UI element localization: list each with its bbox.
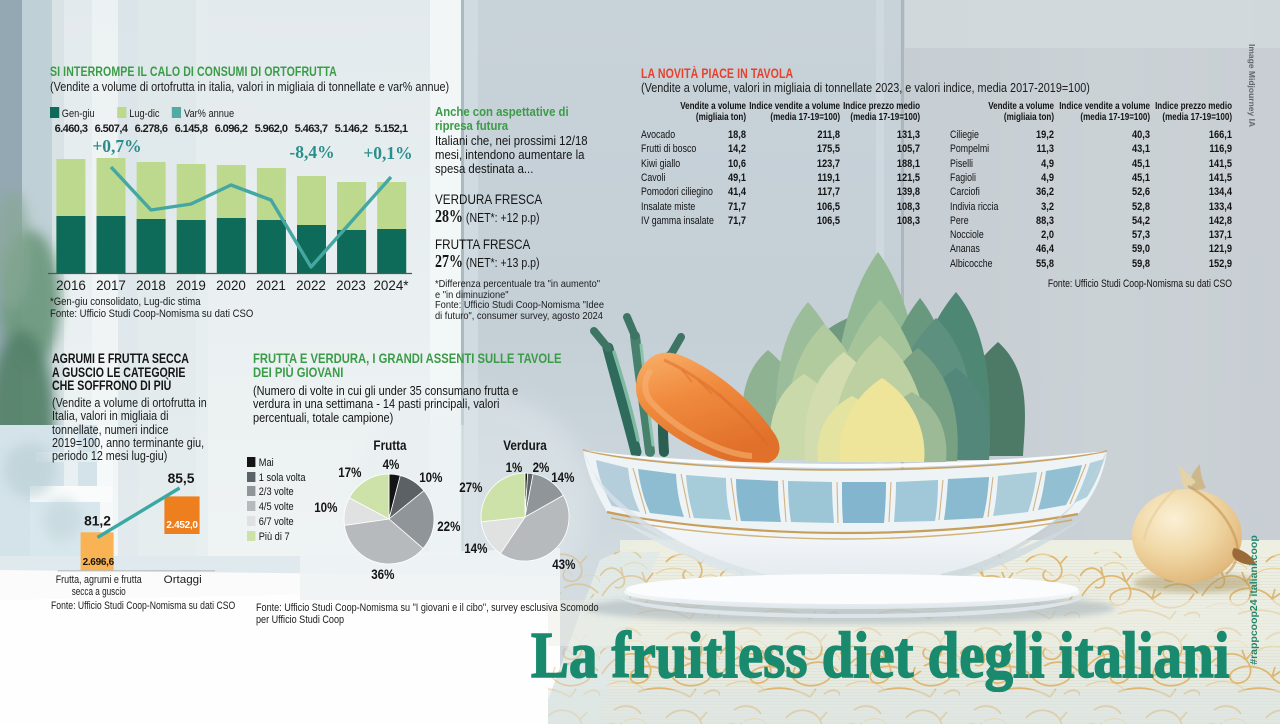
svg-text:2016: 2016 xyxy=(56,278,86,293)
svg-text:secca a guscio: secca a guscio xyxy=(72,586,126,598)
svg-text:5.463,7: 5.463,7 xyxy=(295,123,328,135)
svg-text:2018: 2018 xyxy=(136,278,166,293)
svg-text:6.278,6: 6.278,6 xyxy=(135,123,168,135)
svg-text:85,5: 85,5 xyxy=(168,471,195,486)
svg-text:6.507,4: 6.507,4 xyxy=(95,123,129,135)
svg-text:5.146,2: 5.146,2 xyxy=(335,123,368,135)
svg-text:Ortaggi: Ortaggi xyxy=(164,574,202,586)
svg-text:Frutta, agrumi e frutta: Frutta, agrumi e frutta xyxy=(56,574,143,586)
svg-text:2021: 2021 xyxy=(256,278,286,293)
svg-text:2022: 2022 xyxy=(296,278,326,293)
svg-text:+0,1%: +0,1% xyxy=(363,143,412,163)
svg-text:2019: 2019 xyxy=(176,278,206,293)
svg-text:2017: 2017 xyxy=(96,278,126,293)
svg-text:2023: 2023 xyxy=(336,278,366,293)
svg-text:2020: 2020 xyxy=(216,278,246,293)
svg-text:-8,4%: -8,4% xyxy=(289,142,334,162)
svg-text:2.452,0: 2.452,0 xyxy=(166,520,198,531)
svg-text:5.962,0: 5.962,0 xyxy=(255,123,288,135)
svg-text:5.152,1: 5.152,1 xyxy=(375,123,408,135)
svg-text:81,2: 81,2 xyxy=(84,514,111,529)
svg-text:6.145,8: 6.145,8 xyxy=(175,123,208,135)
svg-text:6.460,3: 6.460,3 xyxy=(55,123,88,135)
svg-text:+0,7%: +0,7% xyxy=(92,136,141,156)
svg-text:6.096,2: 6.096,2 xyxy=(215,123,248,135)
svg-text:2.696,6: 2.696,6 xyxy=(83,557,115,568)
svg-text:2024*: 2024* xyxy=(373,278,408,293)
